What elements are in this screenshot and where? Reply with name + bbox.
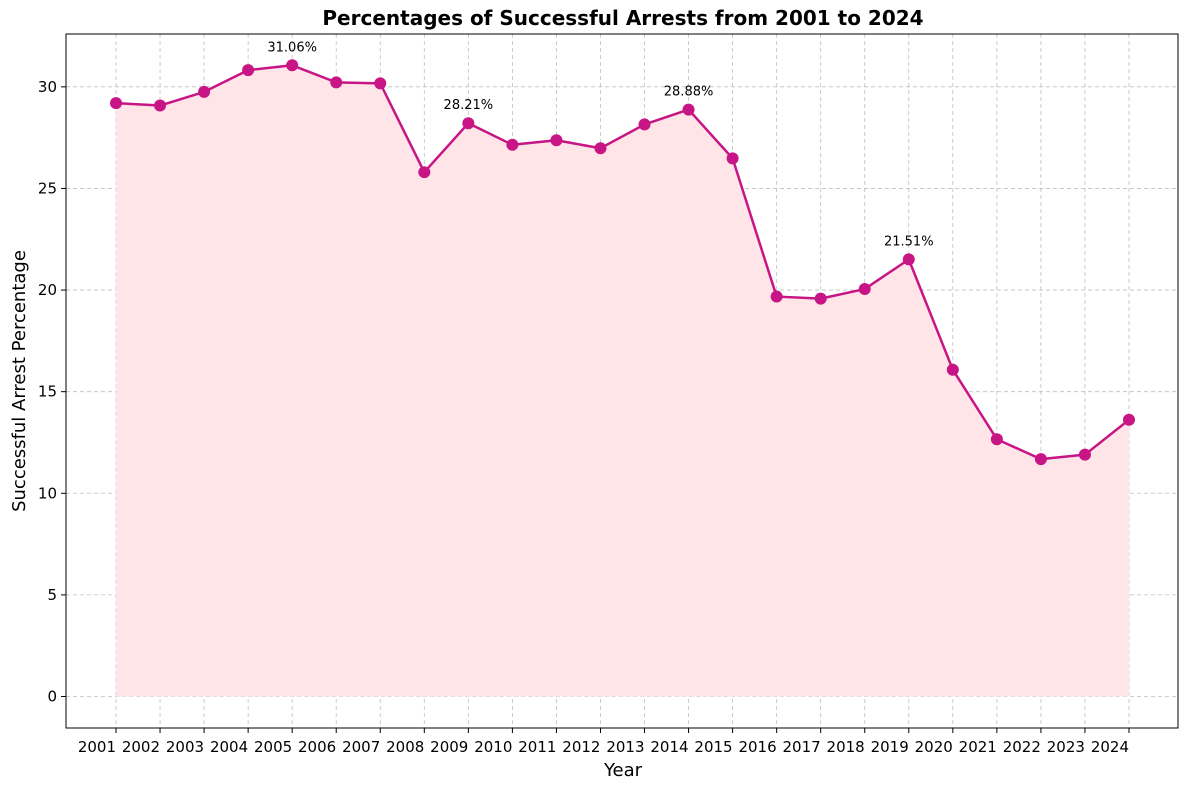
data-point [110,97,122,110]
x-tick-label: 2004 [210,738,248,756]
y-tick-label: 20 [38,281,57,299]
x-tick-label: 2003 [166,738,204,756]
data-point [286,59,299,72]
data-point [1034,453,1047,466]
x-tick-label: 2016 [738,738,776,756]
x-tick-label: 2011 [518,738,556,756]
data-point [374,77,387,90]
x-tick-label: 2012 [562,738,600,756]
data-annotation: 28.21% [444,98,494,113]
y-tick-label: 10 [38,484,57,502]
data-point [946,363,959,376]
data-point [814,292,827,305]
x-tick-label: 2013 [606,738,644,756]
data-point [550,134,563,147]
data-point [330,76,343,89]
series-polyline [115,64,1130,461]
y-tick-label: 15 [38,383,57,401]
data-point [858,283,871,296]
x-tick-label: 2009 [430,738,468,756]
data-point [1123,413,1135,426]
x-tick-label: 2007 [342,738,380,756]
series-line [115,64,1130,461]
x-tick-label: 2005 [254,738,292,756]
y-tick-label: 25 [38,179,57,197]
data-point [682,103,695,116]
y-tick-label: 5 [47,586,57,604]
x-tick-label: 2023 [1047,738,1085,756]
data-point [990,433,1003,446]
data-point [462,117,475,130]
data-point [638,118,651,131]
x-tick-label: 2006 [298,738,336,756]
x-tick-label: 2010 [474,738,512,756]
x-tick-label: 2017 [783,738,821,756]
x-tick-label: 2019 [871,738,909,756]
plot-frame [65,33,1179,729]
data-point [726,152,739,165]
x-tick-label: 2014 [650,738,688,756]
x-tick-label: 2008 [386,738,424,756]
data-points [110,59,1135,466]
x-tick-label: 2021 [959,738,997,756]
chart-title: Percentages of Successful Arrests from 2… [322,6,923,30]
data-point [418,166,431,179]
x-tick-label: 2002 [122,738,160,756]
y-tick-label: 0 [47,688,57,706]
x-tick-label: 2018 [827,738,865,756]
data-point [594,142,607,155]
data-annotation: 31.06% [267,40,317,55]
data-point [1078,448,1091,461]
annotations: 31.06% 28.21% 28.88% 21.51% [267,40,933,249]
y-tick-label: 30 [38,78,57,96]
area-fill [116,65,1129,697]
y-axis-ticks: 0 5 10 15 20 25 30 [38,78,66,706]
data-point [154,99,167,112]
x-axis-ticks: 2001 2002 2003 2004 2005 2006 2007 2008 2009 2010… [78,728,1130,756]
y-axis-label: Successful Arrest Percentage [9,250,30,512]
x-tick-label: 2015 [694,738,732,756]
data-point [506,138,519,151]
data-point [902,253,915,266]
x-tick-label: 2022 [1003,738,1041,756]
data-point [198,85,211,98]
x-tick-label: 2020 [915,738,953,756]
series-area [116,65,1129,697]
x-tick-label: 2001 [78,738,116,756]
x-tick-label: 2024 [1091,738,1129,756]
data-annotation: 21.51% [884,234,934,249]
data-point [770,290,783,303]
data-point [242,64,255,77]
data-annotation: 28.88% [664,85,714,100]
x-axis-label: Year [603,760,643,781]
